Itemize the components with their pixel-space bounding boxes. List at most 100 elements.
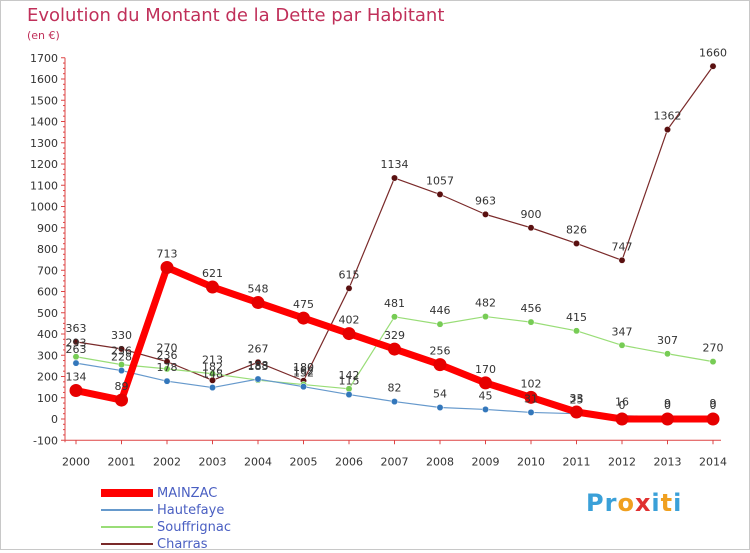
- x-tick-label: 2010: [517, 455, 545, 468]
- x-tick-label: 2014: [699, 455, 727, 468]
- data-label-souffrignac: 183: [248, 360, 269, 373]
- y-tick-label: 400: [37, 328, 58, 341]
- data-point-charras: [573, 240, 580, 247]
- y-tick-label: 100: [37, 392, 58, 405]
- data-point-charras: [436, 190, 444, 198]
- data-point-hautefaye: [254, 375, 262, 383]
- x-tick-label: 2006: [335, 455, 363, 468]
- data-point-charras: [709, 62, 717, 70]
- chart-subtitle: (en €): [27, 29, 60, 42]
- data-point-souffrignac: [709, 358, 717, 366]
- data-label-mainzac: 402: [339, 314, 360, 327]
- data-label-hautefaye: 152: [293, 367, 314, 380]
- data-label-charras: 182: [202, 360, 223, 373]
- logo-letter: i: [651, 489, 661, 517]
- data-point-mainzac: [206, 280, 219, 294]
- x-tick-label: 2012: [608, 455, 636, 468]
- data-point-mainzac: [388, 342, 401, 356]
- data-label-charras: 267: [248, 342, 269, 355]
- logo-letter: x: [634, 489, 652, 517]
- data-point-charras: [482, 210, 489, 218]
- y-tick-label: 600: [37, 286, 58, 299]
- data-label-mainzac: 102: [521, 377, 542, 390]
- data-label-charras: 270: [157, 342, 178, 355]
- x-tick-label: 2007: [381, 455, 409, 468]
- data-point-mainzac: [570, 405, 583, 419]
- data-point-souffrignac: [618, 341, 626, 349]
- data-point-hautefaye: [118, 367, 125, 374]
- data-point-charras: [254, 358, 262, 366]
- data-point-mainzac: [251, 296, 265, 310]
- data-label-mainzac: 713: [157, 247, 178, 260]
- data-point-charras: [391, 174, 398, 182]
- data-label-charras: 1362: [654, 110, 682, 123]
- y-tick-label: 200: [37, 371, 58, 384]
- data-label-hautefaye: 148: [202, 368, 223, 381]
- data-point-mainzac: [706, 412, 720, 426]
- data-label-souffrignac: 213: [202, 354, 223, 367]
- data-label-charras: 747: [612, 240, 633, 253]
- data-label-mainzac: 33: [570, 392, 584, 405]
- y-tick-label: 1700: [30, 52, 58, 65]
- data-label-mainzac: 0: [710, 399, 717, 412]
- x-tick-label: 2000: [62, 455, 90, 468]
- logo-letter: P: [586, 489, 605, 517]
- data-label-hautefaye: 263: [66, 343, 87, 356]
- logo-letter: i: [673, 489, 683, 517]
- data-point-souffrignac: [391, 313, 398, 321]
- data-label-souffrignac: 293: [66, 337, 87, 350]
- data-label-mainzac: 170: [475, 363, 496, 376]
- data-point-souffrignac: [482, 313, 489, 321]
- legend-swatch: [101, 489, 153, 497]
- data-label-hautefaye: 228: [111, 351, 132, 364]
- data-label-charras: 363: [66, 322, 87, 335]
- data-point-hautefaye: [163, 377, 171, 385]
- data-point-mainzac: [69, 384, 83, 398]
- y-tick-label: 500: [37, 307, 58, 320]
- data-point-hautefaye: [300, 383, 307, 391]
- data-label-charras: 1057: [426, 174, 454, 187]
- data-label-souffrignac: 415: [566, 311, 587, 324]
- legend-label: Charras: [157, 537, 208, 552]
- data-label-charras: 1134: [381, 158, 409, 171]
- data-point-charras: [664, 126, 671, 134]
- data-point-souffrignac: [664, 350, 671, 358]
- y-tick-label: 1000: [30, 201, 58, 214]
- data-point-souffrignac: [436, 320, 444, 328]
- data-label-souffrignac: 482: [475, 297, 496, 310]
- data-point-charras: [527, 224, 535, 232]
- proxiti-logo: Proxiti: [586, 489, 682, 517]
- y-tick-label: 700: [37, 264, 58, 277]
- data-point-charras: [118, 345, 125, 353]
- data-label-charras: 826: [566, 223, 587, 236]
- data-label-mainzac: 134: [66, 371, 87, 384]
- data-label-mainzac: 0: [619, 399, 626, 412]
- data-label-souffrignac: 162: [293, 365, 314, 378]
- data-label-hautefaye: 31: [524, 392, 538, 405]
- data-label-mainzac: 256: [430, 345, 451, 358]
- data-label-charras: 963: [475, 194, 496, 207]
- data-label-mainzac: 548: [248, 283, 269, 296]
- data-point-mainzac: [661, 412, 674, 426]
- data-label-souffrignac: 481: [384, 297, 405, 310]
- data-point-hautefaye: [72, 359, 80, 367]
- data-point-mainzac: [615, 412, 629, 426]
- data-label-mainzac: 475: [293, 298, 314, 311]
- data-point-mainzac: [160, 260, 174, 274]
- x-tick-label: 2008: [426, 455, 454, 468]
- x-tick-label: 2002: [153, 455, 181, 468]
- data-point-mainzac: [297, 311, 310, 325]
- data-label-hautefaye: 9: [710, 397, 717, 410]
- data-point-hautefaye: [527, 408, 535, 416]
- logo-letter: o: [617, 489, 635, 517]
- data-point-charras: [345, 284, 353, 292]
- data-label-souffrignac: 270: [703, 342, 724, 355]
- data-label-mainzac: 621: [202, 267, 223, 280]
- y-tick-label: 1100: [30, 179, 58, 192]
- y-tick-label: 1200: [30, 158, 58, 171]
- x-tick-label: 2013: [654, 455, 682, 468]
- data-label-hautefaye: 16: [615, 396, 629, 409]
- data-point-hautefaye: [436, 404, 444, 411]
